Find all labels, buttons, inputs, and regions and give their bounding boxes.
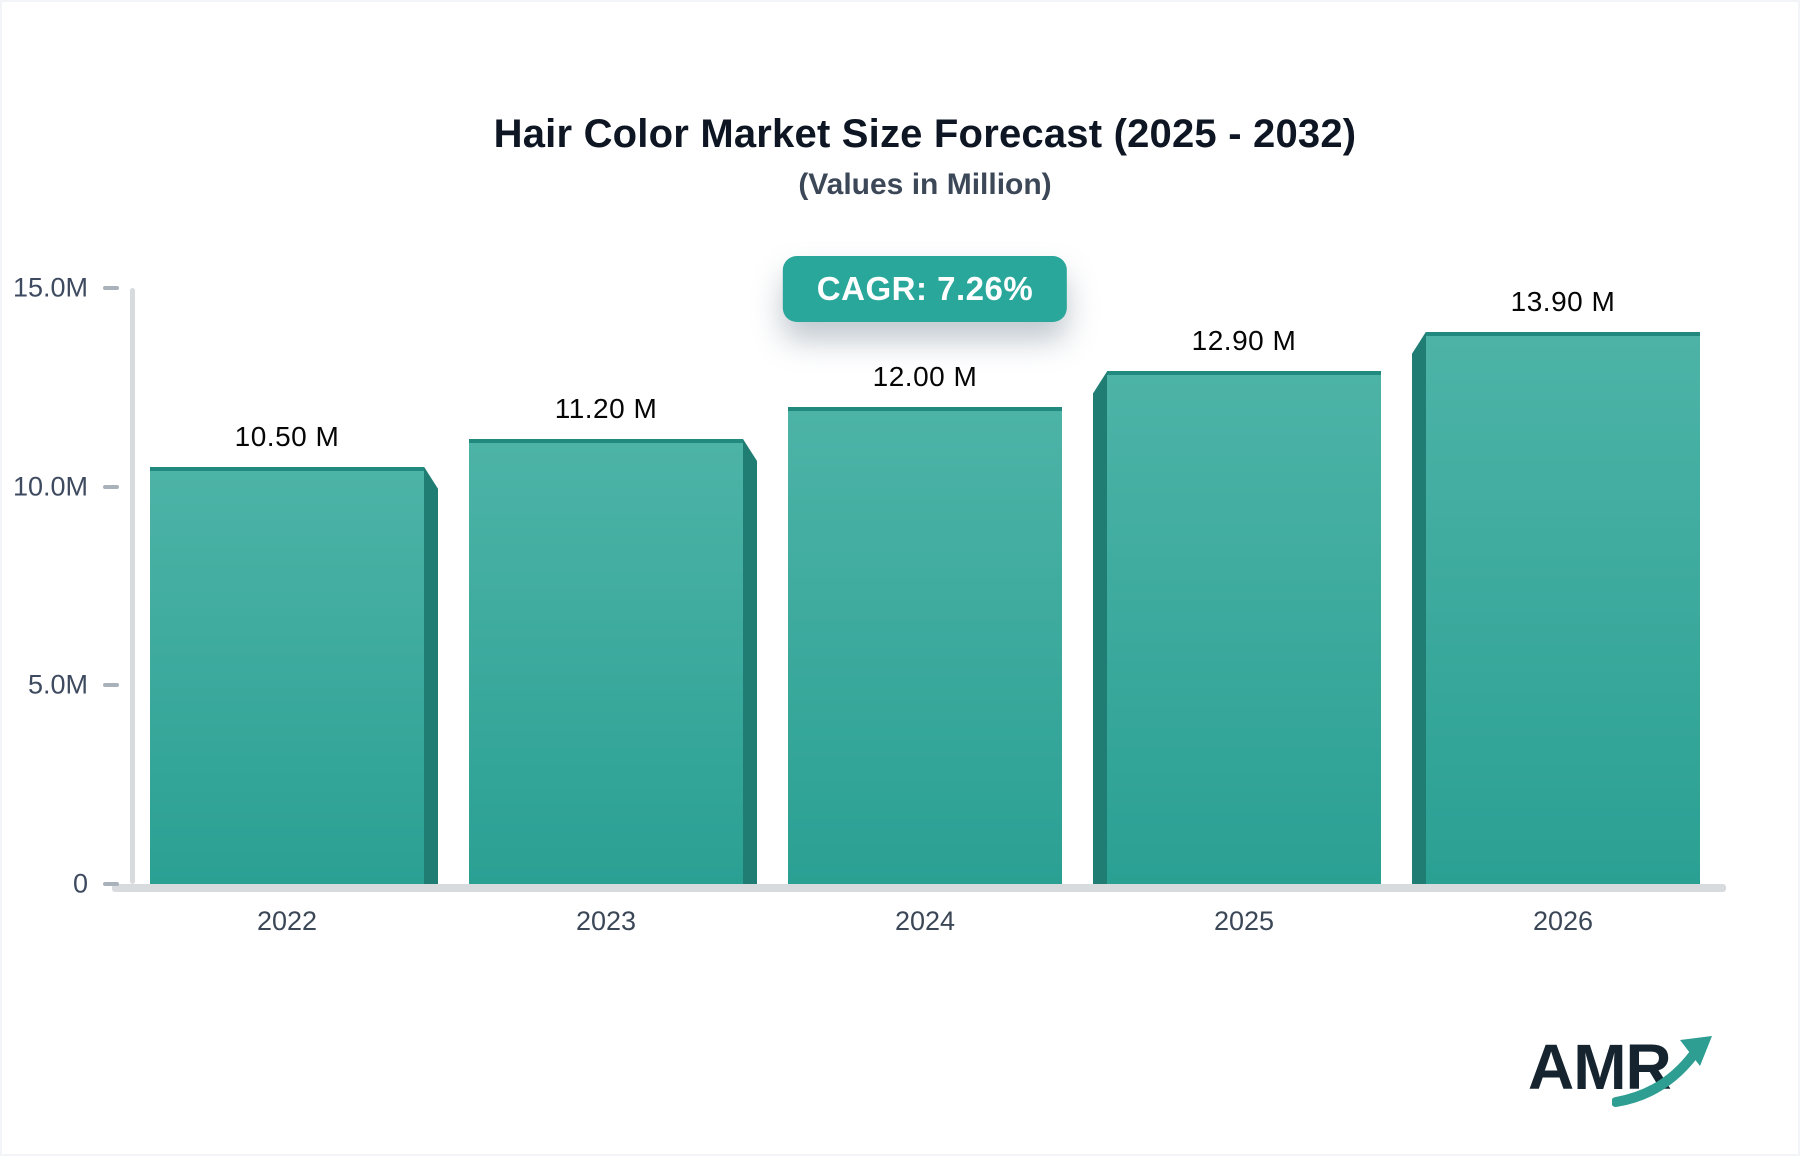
x-axis-label-2026: 2026 [1532, 906, 1594, 936]
y-tick-dash [103, 882, 119, 886]
y-tick-dash [103, 484, 119, 489]
growth-arrow-icon [1612, 1036, 1712, 1107]
bar-value-label: 12.00 M [872, 361, 978, 393]
cagr-badge-label: CAGR: 7.26% [816, 270, 1034, 307]
chart-title: Hair Color Market Size Forecast (2025 - … [493, 112, 1357, 156]
bar-value-label: 12.90 M [1191, 325, 1297, 357]
cagr-badge: CAGR: 7.26% [782, 256, 1068, 322]
bar-value-label: 10.50 M [234, 420, 340, 452]
x-axis-label-2025: 2025 [1213, 906, 1275, 936]
bar-3d-side-face [1412, 331, 1426, 884]
bar-3d-side-face [1093, 371, 1107, 884]
bar-2023 [469, 438, 743, 884]
bar-2026 [1426, 331, 1700, 884]
y-tick-label: 5.0M [27, 669, 88, 700]
y-tick-label: 0 [72, 868, 88, 899]
y-tick-dash [103, 683, 119, 688]
y-tick-label: 10.0M [12, 471, 88, 502]
bar-3d-side-face [424, 466, 438, 884]
bar-value-label: 13.90 M [1510, 285, 1616, 317]
chart-subtitle: (Values in Million) [798, 168, 1052, 201]
y-axis-line [130, 288, 135, 884]
x-axis-baseline [112, 884, 1726, 892]
amr-logo: AMR [1528, 1030, 1718, 1120]
bar-2022 [150, 466, 424, 884]
bar-2024 [788, 407, 1062, 884]
x-axis-label-2024: 2024 [894, 906, 956, 936]
y-tick-dash [103, 286, 119, 290]
bar-2025 [1107, 371, 1381, 884]
y-tick-label: 15.0M [12, 272, 88, 303]
x-axis-label-2022: 2022 [256, 906, 318, 936]
bar-3d-side-face [743, 438, 757, 884]
x-axis-label-2023: 2023 [575, 906, 637, 936]
bar-value-label: 11.20 M [554, 392, 658, 424]
